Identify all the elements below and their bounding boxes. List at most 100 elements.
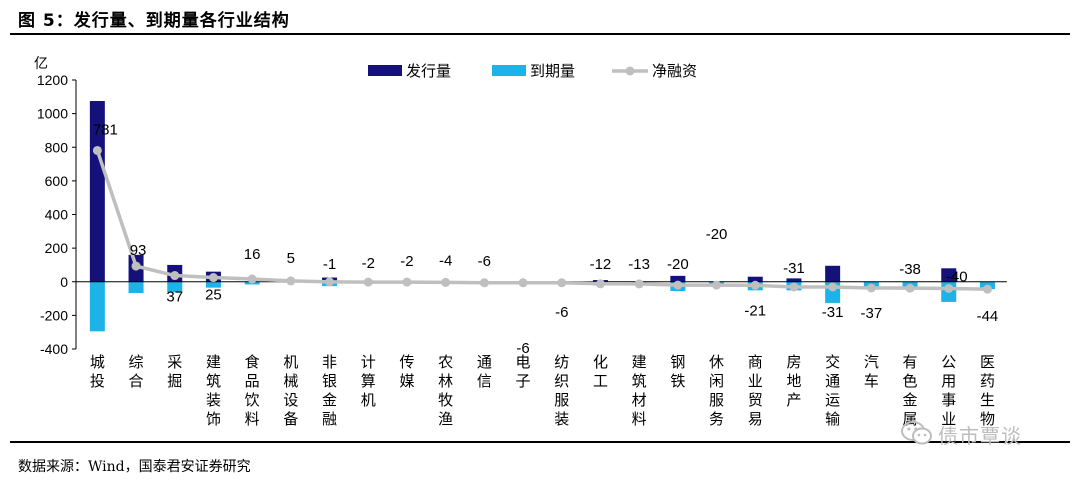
category-label: 钢铁 xyxy=(670,353,685,390)
net-financing-line xyxy=(95,149,988,291)
maturity-bar xyxy=(128,281,144,294)
data-label: -20 xyxy=(667,256,689,273)
legend-net-label: 净融资 xyxy=(652,62,697,80)
net-financing-point xyxy=(595,279,605,289)
net-financing-point xyxy=(866,283,876,293)
data-label: -2 xyxy=(400,253,413,270)
category-label: 有色金属 xyxy=(903,353,918,428)
net-financing-point xyxy=(518,278,528,288)
category-label: 食品饮料 xyxy=(245,353,260,428)
data-label: 25 xyxy=(205,287,222,304)
net-financing-point xyxy=(905,283,915,293)
wechat-icon xyxy=(901,421,932,445)
issuance-bar xyxy=(747,276,763,282)
legend-swatch-net-marker xyxy=(625,66,635,76)
issuance-bar xyxy=(786,278,802,282)
issuance-bar xyxy=(670,275,686,282)
net-financing-point xyxy=(982,284,992,294)
data-label: -13 xyxy=(628,256,650,273)
data-label: 781 xyxy=(93,121,118,138)
y-tick-label: 600 xyxy=(45,173,69,189)
y-tick-label: -200 xyxy=(40,307,68,323)
data-label: -40 xyxy=(946,268,968,285)
data-label: -37 xyxy=(861,305,883,322)
net-financing-point xyxy=(750,280,760,290)
net-financing-point xyxy=(286,276,296,286)
chart: 亿 发行量 到期量 净融资 -400 -200 0 200 400 600 800 1000 120… xyxy=(34,55,1007,428)
y-tick-label: 200 xyxy=(45,240,69,256)
category-label: 房地产 xyxy=(786,353,801,409)
category-label: 公用事业 xyxy=(941,353,956,428)
net-financing-point xyxy=(325,277,335,287)
category-label: 商业贸易 xyxy=(748,353,763,428)
category-label: 纺织服装 xyxy=(554,353,569,428)
figure-title: 图 5：发行量、到期量各行业结构 xyxy=(18,11,290,31)
category-label: 机械设备 xyxy=(283,353,298,428)
data-label: -1 xyxy=(323,256,336,273)
data-label: 5 xyxy=(287,250,295,267)
category-label: 医药生物 xyxy=(980,353,995,428)
category-label: 农林牧渔 xyxy=(438,353,453,428)
data-label: -21 xyxy=(744,302,766,319)
issuance-bar xyxy=(89,101,105,282)
y-tick-label: 400 xyxy=(45,207,69,223)
data-label: 37 xyxy=(166,289,183,306)
legend-swatch-issuance xyxy=(368,65,402,76)
category-label: 电子 xyxy=(516,353,531,390)
legend-issuance-label: 发行量 xyxy=(406,62,451,80)
net-financing-point xyxy=(712,280,722,290)
maturity-bar xyxy=(205,281,221,288)
maturity-bar xyxy=(89,281,105,332)
category-label: 采掘 xyxy=(167,353,182,390)
net-financing-point xyxy=(557,278,567,288)
net-financing-point xyxy=(208,273,218,283)
legend-swatch-maturity xyxy=(492,65,526,76)
legend: 发行量 到期量 净融资 xyxy=(368,62,697,80)
category-label: 建筑材料 xyxy=(632,353,647,428)
category-label: 汽车 xyxy=(864,353,879,390)
category-label: 建筑装饰 xyxy=(206,353,221,428)
data-label: -6 xyxy=(516,340,529,357)
watermark: 债市覃谈 xyxy=(900,418,1070,448)
bars-layer xyxy=(89,101,995,332)
net-financing-point xyxy=(402,277,412,287)
data-label: -38 xyxy=(899,261,921,278)
source-note: 数据来源：Wind，国泰君安证券研究 xyxy=(18,459,251,475)
data-label: -2 xyxy=(362,255,375,272)
data-label: -31 xyxy=(822,304,844,321)
maturity-bar xyxy=(167,281,183,293)
net-financing-point xyxy=(634,279,644,289)
category-label: 计算机 xyxy=(361,353,376,409)
category-label: 休闲服务 xyxy=(709,353,724,428)
net-financing-point xyxy=(247,274,257,284)
issuance-bar xyxy=(825,265,841,282)
data-label: -4 xyxy=(439,252,452,269)
watermark-text: 债市覃谈 xyxy=(938,424,1022,448)
category-label: 综合 xyxy=(129,353,144,390)
net-financing-point xyxy=(828,282,838,292)
y-axis-unit-label: 亿 xyxy=(34,55,48,71)
net-financing-point xyxy=(944,283,954,293)
y-tick-label: 800 xyxy=(45,139,69,155)
data-label: 93 xyxy=(130,242,147,259)
category-label: 通信 xyxy=(477,353,492,390)
bottom-rule xyxy=(10,441,1070,443)
net-financing-point xyxy=(363,277,373,287)
net-financing-point xyxy=(441,277,451,287)
category-label: 交通运输 xyxy=(825,353,840,428)
category-label: 城投 xyxy=(90,353,105,390)
data-label: -6 xyxy=(478,253,491,270)
data-labels-layer: 781 93 37 25 16 5 -1 -2 -2 -4 -6 -6 -6 -12 -13 -20 -20 -2… xyxy=(93,121,998,356)
net-financing-point xyxy=(479,278,489,288)
data-label: -31 xyxy=(783,260,805,277)
y-tick-label: -400 xyxy=(40,341,68,357)
category-label: 化工 xyxy=(593,353,608,390)
y-tick-label: 0 xyxy=(60,274,68,290)
data-label: -44 xyxy=(977,308,999,325)
net-financing-point xyxy=(673,280,683,290)
category-label: 传媒 xyxy=(399,353,414,390)
y-tick-label: 1200 xyxy=(37,72,68,88)
net-financing-point xyxy=(131,261,141,271)
net-financing-point xyxy=(92,145,102,155)
